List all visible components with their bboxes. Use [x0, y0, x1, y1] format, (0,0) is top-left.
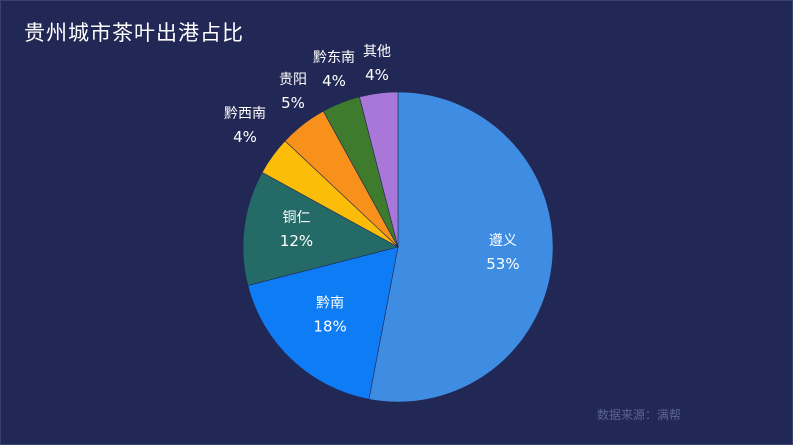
- pie-slices: [242, 91, 554, 403]
- slice-label: 黔南: [316, 295, 344, 311]
- slice-label: 黔西南: [224, 106, 266, 122]
- chart-title: 贵州城市茶叶出港占比: [24, 21, 244, 45]
- pie-slice-2: [247, 246, 399, 400]
- pie-labels: 遵义 53% 黔南 18% 铜仁 12% 黔西南 4% 贵阳 5% 黔东南 4% 其他 4%: [224, 44, 520, 335]
- slice-percent-label: 53%: [486, 255, 519, 273]
- pie-slice-3: [242, 171, 399, 286]
- slice-percent-label: 5%: [281, 94, 305, 112]
- pie-slice-1: [368, 91, 554, 403]
- slice-label: 铜仁: [283, 210, 311, 226]
- slice-percent-label: 4%: [365, 66, 389, 84]
- slice-label: 黔东南: [313, 50, 355, 66]
- slice-label: 贵阳: [279, 72, 307, 88]
- pie-slice-7: [359, 91, 399, 248]
- data-source-note: 数据来源：满帮: [597, 408, 682, 422]
- slice-percent-label: 12%: [280, 232, 313, 250]
- slice-percent-label: 4%: [322, 72, 346, 90]
- slice-label: 遵义: [489, 232, 517, 249]
- slice-label: 其他: [363, 44, 391, 60]
- slice-percent-label: 4%: [233, 128, 257, 146]
- slice-percent-label: 18%: [313, 317, 346, 335]
